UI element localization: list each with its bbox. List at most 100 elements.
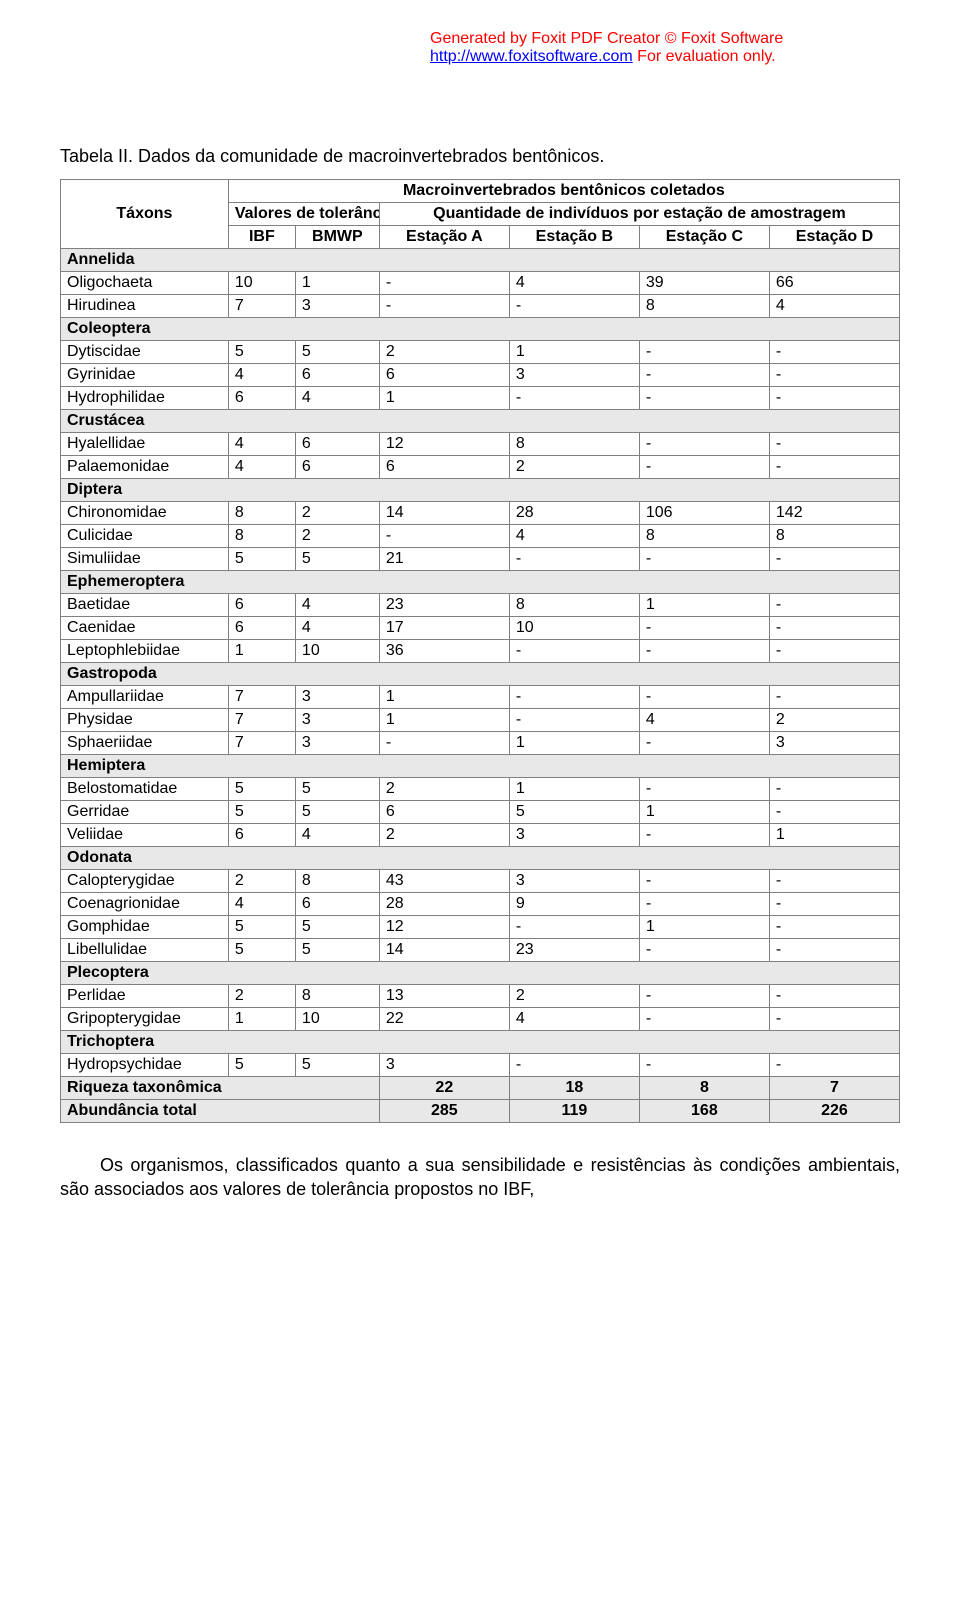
cell-a: 14 <box>379 502 509 525</box>
cell-ibf: 5 <box>228 939 295 962</box>
table-row: Hydrophilidae641--- <box>61 387 900 410</box>
table-row: Caenidae641710-- <box>61 617 900 640</box>
cell-a: 6 <box>379 456 509 479</box>
cell-c: - <box>639 1008 769 1031</box>
cell-d: - <box>769 387 899 410</box>
cell-d: 1 <box>769 824 899 847</box>
cell-b: 9 <box>509 893 639 916</box>
watermark-link[interactable]: http://www.foxitsoftware.com <box>430 48 633 65</box>
cell-d: 66 <box>769 272 899 295</box>
cell-b: 28 <box>509 502 639 525</box>
col-est-d: Estação D <box>769 226 899 249</box>
cell-b: 4 <box>509 525 639 548</box>
cell-a: 12 <box>379 433 509 456</box>
cell-d: 2 <box>769 709 899 732</box>
cell-taxon: Calopterygidae <box>61 870 229 893</box>
cell-d: - <box>769 686 899 709</box>
data-table: Táxons Macroinvertebrados bentônicos col… <box>60 179 900 1123</box>
table-row: Gomphidae5512-1- <box>61 916 900 939</box>
cell-ibf: 5 <box>228 778 295 801</box>
cell-ibf: 10 <box>228 272 295 295</box>
cell-taxon: Veliidae <box>61 824 229 847</box>
table-row: Culicidae82-488 <box>61 525 900 548</box>
cell-b: - <box>509 686 639 709</box>
cell-ibf: 8 <box>228 502 295 525</box>
cell-d: - <box>769 640 899 663</box>
table-row: Physidae731-42 <box>61 709 900 732</box>
cell-taxon: Belostomatidae <box>61 778 229 801</box>
cell-a: 23 <box>379 594 509 617</box>
cell-ibf: 7 <box>228 295 295 318</box>
cell-c: 1 <box>639 801 769 824</box>
cell-b: - <box>509 916 639 939</box>
cell-bmwp: 8 <box>295 985 379 1008</box>
cell-a: 3 <box>379 1054 509 1077</box>
cell-taxon: Physidae <box>61 709 229 732</box>
cell-c: - <box>639 548 769 571</box>
cell-b: 8 <box>509 594 639 617</box>
cell-c: - <box>639 778 769 801</box>
col-quantity: Quantidade de indivíduos por estação de … <box>379 203 899 226</box>
cell-taxon: Oligochaeta <box>61 272 229 295</box>
group-name: Diptera <box>61 479 900 502</box>
cell-c: 1 <box>639 594 769 617</box>
cell-bmwp: 10 <box>295 1008 379 1031</box>
cell-d: - <box>769 916 899 939</box>
table-row: Sphaeriidae73-1-3 <box>61 732 900 755</box>
table-row: Palaemonidae4662-- <box>61 456 900 479</box>
cell-ibf: 4 <box>228 364 295 387</box>
table-row: Hirudinea73--84 <box>61 295 900 318</box>
cell-d: - <box>769 341 899 364</box>
group-row: Odonata <box>61 847 900 870</box>
table-row: Oligochaeta101-43966 <box>61 272 900 295</box>
summary-a: 22 <box>379 1077 509 1100</box>
body-paragraph: Os organismos, classificados quanto a su… <box>60 1153 900 1202</box>
cell-bmwp: 6 <box>295 893 379 916</box>
watermark-rest: For evaluation only. <box>633 48 776 65</box>
group-row: Crustácea <box>61 410 900 433</box>
watermark-line1: Generated by Foxit PDF Creator © Foxit S… <box>430 30 900 48</box>
cell-a: - <box>379 732 509 755</box>
cell-c: - <box>639 341 769 364</box>
group-name: Coleoptera <box>61 318 900 341</box>
cell-a: 2 <box>379 341 509 364</box>
cell-c: 1 <box>639 916 769 939</box>
group-row: Gastropoda <box>61 663 900 686</box>
cell-taxon: Coenagrionidae <box>61 893 229 916</box>
cell-a: 6 <box>379 801 509 824</box>
group-name: Hemiptera <box>61 755 900 778</box>
cell-taxon: Palaemonidae <box>61 456 229 479</box>
cell-ibf: 5 <box>228 801 295 824</box>
cell-ibf: 8 <box>228 525 295 548</box>
cell-b: - <box>509 1054 639 1077</box>
table-row: Hyalellidae46128-- <box>61 433 900 456</box>
cell-taxon: Hyalellidae <box>61 433 229 456</box>
cell-a: 28 <box>379 893 509 916</box>
cell-ibf: 4 <box>228 893 295 916</box>
cell-ibf: 6 <box>228 387 295 410</box>
cell-c: 106 <box>639 502 769 525</box>
cell-taxon: Sphaeriidae <box>61 732 229 755</box>
summary-d: 226 <box>769 1100 899 1123</box>
cell-c: - <box>639 364 769 387</box>
group-row: Hemiptera <box>61 755 900 778</box>
cell-ibf: 6 <box>228 594 295 617</box>
cell-b: 23 <box>509 939 639 962</box>
cell-bmwp: 6 <box>295 456 379 479</box>
cell-bmwp: 5 <box>295 801 379 824</box>
cell-a: 1 <box>379 709 509 732</box>
table-row: Belostomatidae5521-- <box>61 778 900 801</box>
cell-d: - <box>769 985 899 1008</box>
cell-d: - <box>769 548 899 571</box>
cell-bmwp: 2 <box>295 502 379 525</box>
cell-c: - <box>639 893 769 916</box>
cell-c: - <box>639 617 769 640</box>
cell-a: 21 <box>379 548 509 571</box>
cell-ibf: 7 <box>228 709 295 732</box>
summary-row: Abundância total285119168226 <box>61 1100 900 1123</box>
cell-bmwp: 4 <box>295 617 379 640</box>
cell-taxon: Culicidae <box>61 525 229 548</box>
group-name: Annelida <box>61 249 900 272</box>
cell-ibf: 5 <box>228 916 295 939</box>
table-row: Hydropsychidae553--- <box>61 1054 900 1077</box>
